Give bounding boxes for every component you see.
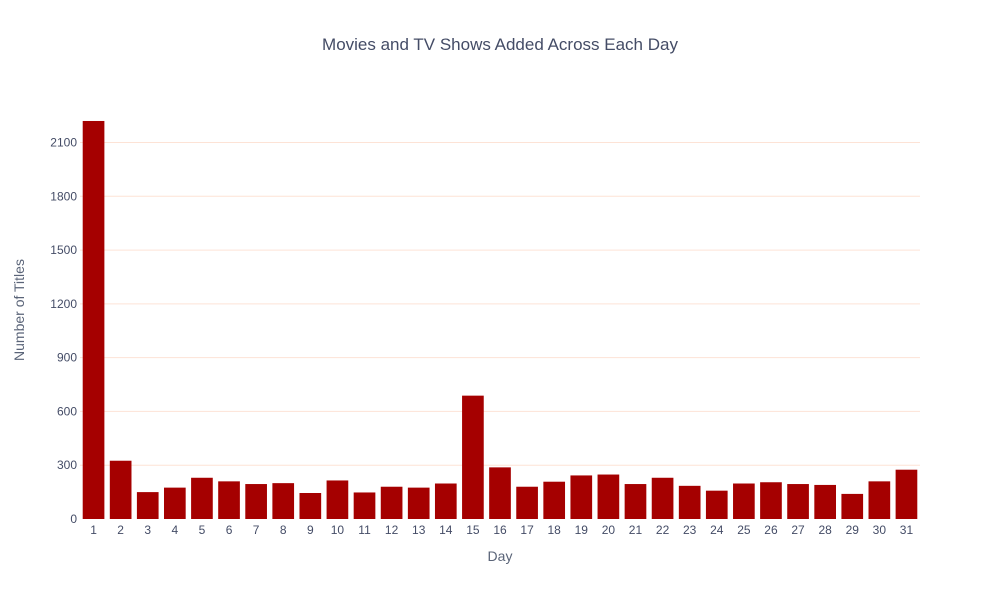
y-tick-label: 0: [70, 512, 77, 526]
bar-day-26[interactable]: [760, 482, 782, 519]
x-tick-label: 31: [900, 523, 914, 537]
bar-day-4[interactable]: [164, 487, 186, 519]
x-tick-label: 3: [144, 523, 151, 537]
x-tick-label: 13: [412, 523, 426, 537]
bar-day-13[interactable]: [407, 487, 430, 519]
x-tick-label: 25: [737, 523, 751, 537]
bar-day-29[interactable]: [841, 493, 864, 519]
x-tick-label: 16: [493, 523, 507, 537]
bar-day-25[interactable]: [733, 483, 755, 519]
bar-day-16[interactable]: [489, 467, 511, 519]
bar-day-24[interactable]: [705, 490, 728, 519]
y-tick-label: 1500: [50, 243, 77, 257]
x-tick-label: 5: [199, 523, 206, 537]
x-tick-label: 26: [764, 523, 778, 537]
y-tick-label: 300: [57, 458, 77, 472]
bar-day-31[interactable]: [895, 469, 918, 519]
x-tick-label: 6: [226, 523, 233, 537]
y-axis-title: Number of Titles: [11, 259, 27, 361]
y-tick-label: 600: [57, 404, 77, 418]
bar-day-21[interactable]: [624, 484, 647, 519]
x-tick-label: 21: [629, 523, 643, 537]
x-tick-label: 17: [520, 523, 534, 537]
x-tick-label: 19: [575, 523, 589, 537]
bar-day-23[interactable]: [678, 485, 701, 519]
x-tick-label: 1: [90, 523, 97, 537]
bar-day-5[interactable]: [191, 477, 213, 519]
x-tick-label: 20: [602, 523, 616, 537]
x-tick-label: 24: [710, 523, 724, 537]
x-tick-label: 18: [548, 523, 562, 537]
x-tick-label: 29: [846, 523, 860, 537]
x-tick-label: 23: [683, 523, 697, 537]
x-axis-ticks: 1 2 3 4 5 6 7 8 9 10 11 12 13 14 15 16 17 18 19 20 21 22 23 24 2…: [90, 523, 913, 537]
bar-day-22[interactable]: [651, 477, 674, 519]
bar-day-30[interactable]: [868, 481, 891, 519]
y-axis-ticks: 0 300 600 900 1200 1500 1800 2100: [50, 135, 77, 526]
bar-day-18[interactable]: [543, 481, 566, 519]
x-tick-label: 7: [253, 523, 260, 537]
x-tick-label: 2: [117, 523, 124, 537]
x-tick-label: 30: [873, 523, 887, 537]
bar-day-7[interactable]: [245, 484, 267, 519]
bar-day-1[interactable]: [82, 120, 105, 519]
chart-title: Movies and TV Shows Added Across Each Da…: [322, 35, 678, 54]
x-tick-label: 12: [385, 523, 399, 537]
bar-day-28[interactable]: [814, 484, 836, 519]
x-axis-title: Day: [488, 548, 513, 564]
y-tick-label: 900: [57, 351, 77, 365]
x-tick-label: 14: [439, 523, 453, 537]
bar-day-8[interactable]: [272, 483, 295, 519]
bar-day-11[interactable]: [353, 492, 376, 519]
x-tick-label: 27: [791, 523, 805, 537]
bars: [82, 120, 918, 519]
bar-day-12[interactable]: [380, 486, 403, 519]
bar-day-14[interactable]: [434, 483, 457, 519]
x-tick-label: 22: [656, 523, 670, 537]
x-tick-label: 8: [280, 523, 287, 537]
bar-day-27[interactable]: [787, 484, 809, 519]
bar-day-6[interactable]: [218, 481, 240, 519]
x-tick-label: 9: [307, 523, 314, 537]
x-tick-label: 11: [358, 523, 371, 537]
x-tick-label: 4: [171, 523, 178, 537]
bar-day-3[interactable]: [136, 492, 159, 519]
bar-day-9[interactable]: [299, 493, 322, 519]
bar-day-20[interactable]: [597, 474, 620, 519]
bar-day-17[interactable]: [516, 486, 538, 519]
x-tick-label: 28: [818, 523, 832, 537]
bar-day-19[interactable]: [570, 475, 593, 519]
gridlines: [80, 141, 920, 466]
x-tick-label: 10: [331, 523, 345, 537]
y-tick-label: 2100: [50, 135, 77, 149]
x-tick-label: 15: [466, 523, 480, 537]
y-tick-label: 1200: [50, 297, 77, 311]
y-tick-label: 1800: [50, 189, 77, 203]
bar-day-10[interactable]: [326, 480, 349, 519]
bar-day-15[interactable]: [462, 395, 484, 519]
bar-day-2[interactable]: [109, 460, 132, 519]
